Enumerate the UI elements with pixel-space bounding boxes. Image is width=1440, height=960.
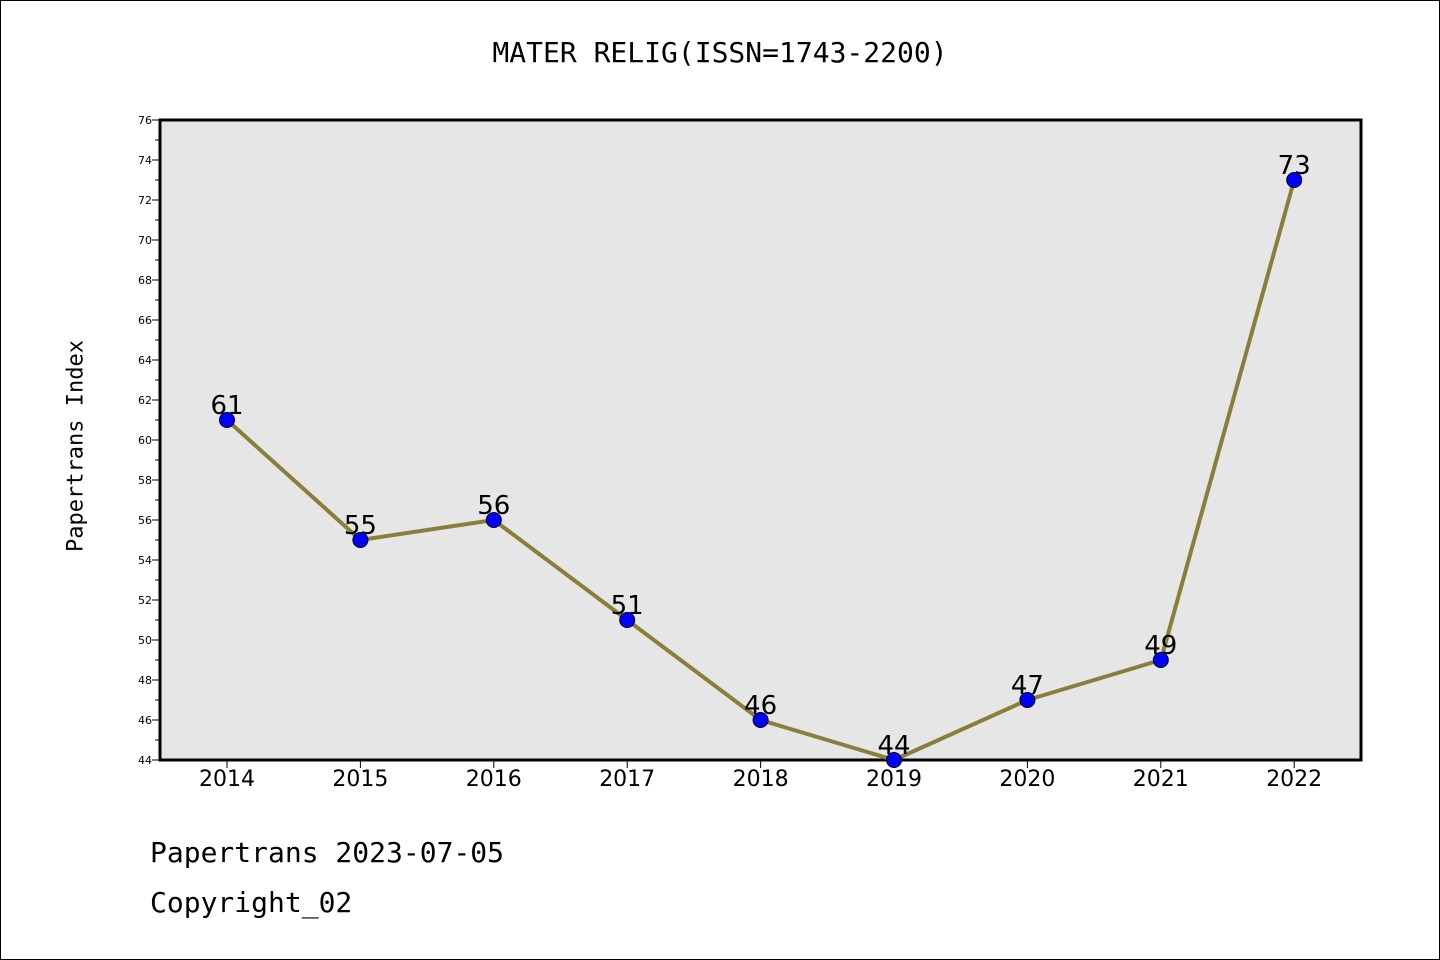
y-tick-label: 56 xyxy=(138,514,152,527)
footer-date: Papertrans 2023-07-05 xyxy=(150,836,505,869)
chart-title: MATER RELIG(ISSN=1743-2200) xyxy=(492,36,948,69)
y-tick-label: 58 xyxy=(138,474,152,487)
y-tick-label: 72 xyxy=(138,194,152,207)
x-tick-label: 2017 xyxy=(599,767,655,792)
y-tick-label: 64 xyxy=(138,354,152,367)
x-tick-label: 2019 xyxy=(866,767,922,792)
y-tick-label: 68 xyxy=(138,274,152,287)
data-point xyxy=(752,712,769,728)
y-tick-label: 46 xyxy=(138,714,152,727)
plot-area xyxy=(158,118,1363,762)
y-tick-label: 54 xyxy=(138,554,152,567)
x-tick-label: 2021 xyxy=(1133,767,1189,792)
data-label: 44 xyxy=(877,731,910,761)
data-point xyxy=(485,512,502,528)
y-tick-label: 52 xyxy=(138,594,152,607)
y-axis: 44 46 48 50 52 54 56 58 60 62 64 66 68 70 72 74 76 xyxy=(138,114,160,767)
data-point xyxy=(1286,172,1303,188)
data-point xyxy=(1152,652,1169,668)
x-tick-label: 2020 xyxy=(999,767,1055,792)
data-label: 47 xyxy=(1011,671,1044,701)
data-label: 73 xyxy=(1278,151,1311,181)
data-label: 55 xyxy=(344,511,377,541)
y-tick-label: 76 xyxy=(138,114,152,127)
data-point xyxy=(219,412,235,428)
data-point xyxy=(1019,692,1036,708)
y-tick-label: 48 xyxy=(138,674,152,687)
x-tick-label: 2014 xyxy=(199,767,255,792)
x-axis: 2014 2015 2016 2017 2018 2019 2020 2021 2022 xyxy=(199,760,1322,792)
y-tick-label: 66 xyxy=(138,314,152,327)
x-tick-label: 2016 xyxy=(466,767,522,792)
x-tick-label: 2022 xyxy=(1266,767,1322,792)
y-tick-label: 70 xyxy=(138,234,152,247)
data-label: 51 xyxy=(611,591,644,621)
data-label: 46 xyxy=(744,691,777,721)
data-point xyxy=(352,532,369,548)
data-label: 61 xyxy=(210,391,243,421)
data-point xyxy=(619,612,636,628)
data-label: 49 xyxy=(1144,631,1177,661)
y-tick-label: 60 xyxy=(138,434,152,447)
y-tick-label: 44 xyxy=(138,754,152,767)
footer-copyright: Copyright_02 xyxy=(150,886,353,919)
y-tick-label: 50 xyxy=(138,634,152,647)
x-tick-label: 2018 xyxy=(733,767,789,792)
data-point xyxy=(886,752,902,768)
y-tick-label: 74 xyxy=(138,154,152,167)
series-group: 61 55 56 51 46 44 47 49 73 xyxy=(210,151,1311,768)
x-tick-label: 2015 xyxy=(332,767,388,792)
y-tick-label: 62 xyxy=(138,394,152,407)
data-label: 56 xyxy=(477,491,510,521)
